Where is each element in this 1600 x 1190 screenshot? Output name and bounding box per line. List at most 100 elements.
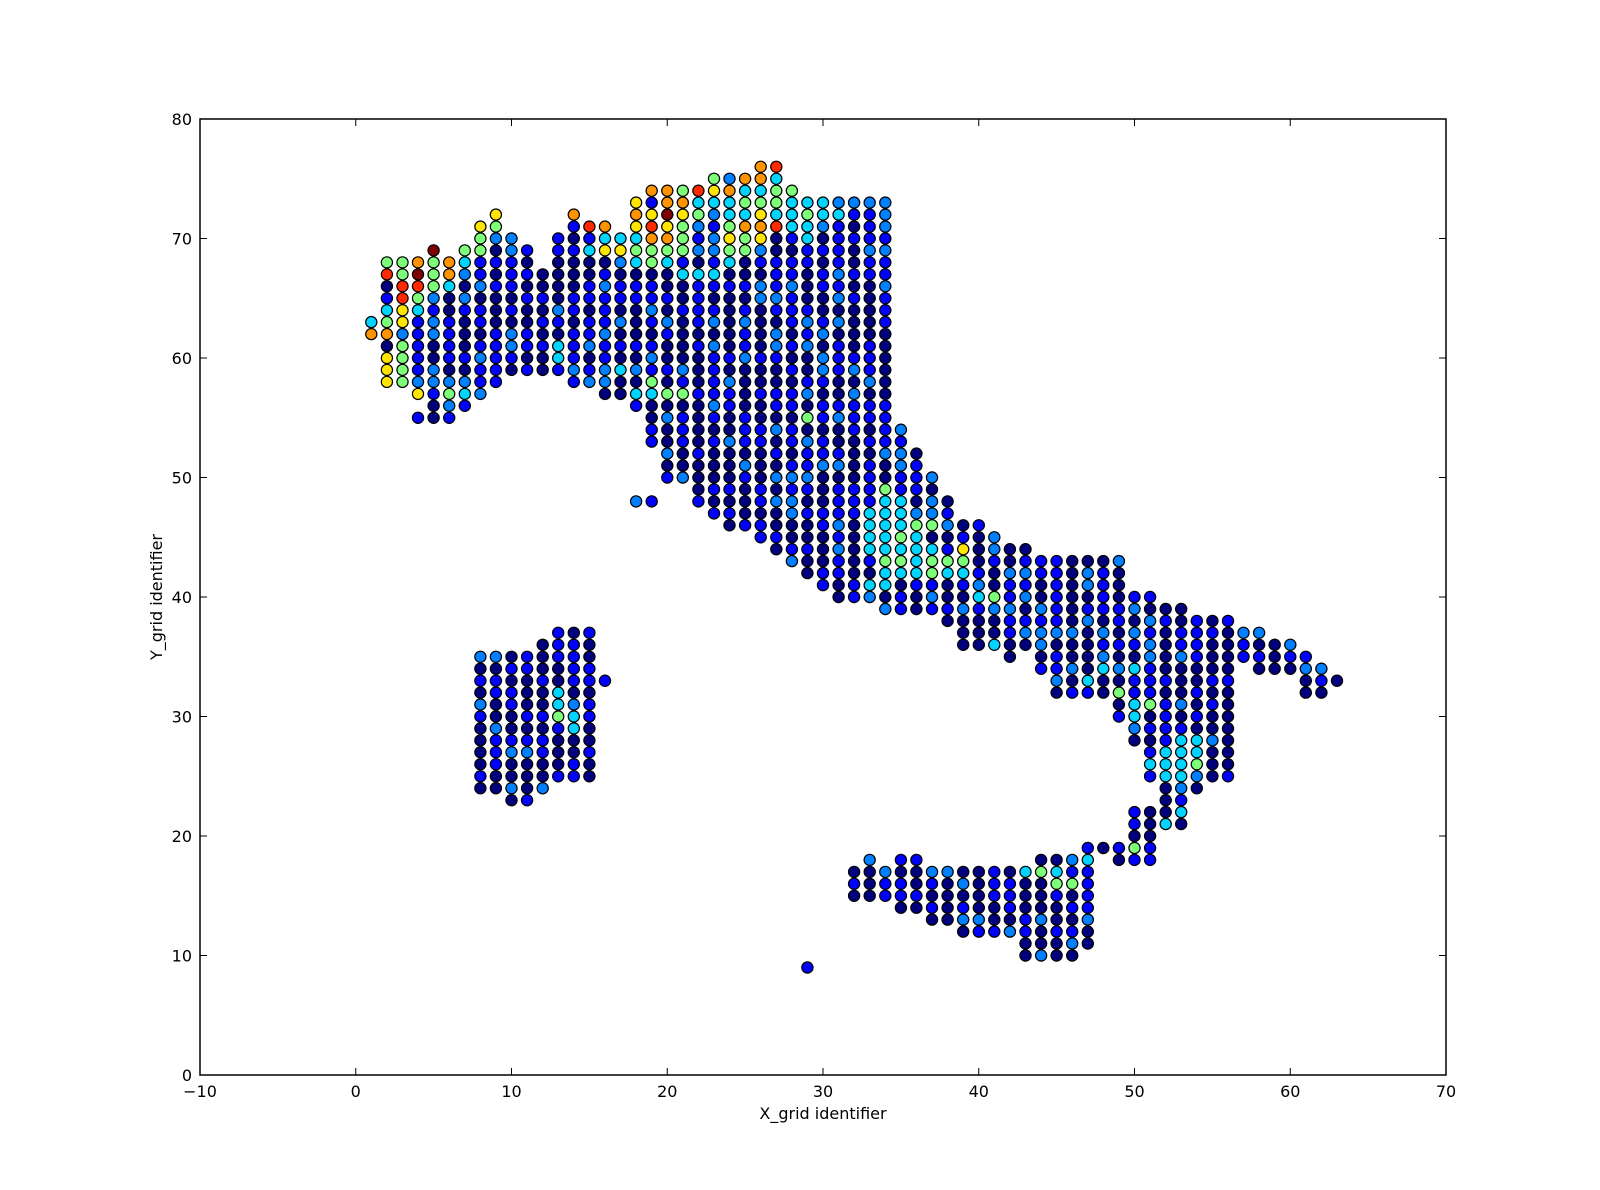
scatter-point — [1003, 602, 1017, 616]
scatter-point — [925, 543, 939, 556]
scatter-point — [365, 327, 378, 341]
scatter-point — [1174, 602, 1188, 616]
scatter-point — [661, 411, 674, 424]
scatter-point — [723, 220, 736, 233]
scatter-point — [661, 459, 674, 472]
scatter-point — [723, 196, 736, 209]
scatter-point — [1143, 590, 1157, 604]
scatter-point — [552, 339, 565, 353]
scatter-point — [847, 543, 861, 556]
scatter-point — [1206, 746, 1219, 759]
scatter-point — [443, 351, 456, 365]
scatter-point — [754, 208, 767, 221]
scatter-point — [1034, 877, 1048, 891]
scatter-point — [738, 411, 752, 424]
scatter-point — [411, 327, 425, 341]
scatter-point — [847, 531, 861, 544]
scatter-point — [474, 782, 487, 795]
scatter-point — [614, 375, 627, 389]
scatter-point — [1237, 650, 1250, 664]
scatter-point — [1128, 710, 1141, 723]
scatter-point — [645, 196, 658, 209]
scatter-point — [1081, 877, 1095, 891]
scatter-point — [847, 375, 861, 389]
scatter-point — [754, 507, 767, 520]
scatter-point — [785, 208, 799, 221]
scatter-point — [957, 554, 970, 568]
scatter-point — [645, 495, 658, 508]
scatter-point — [832, 447, 845, 460]
scatter-point — [1050, 554, 1063, 568]
scatter-point — [567, 722, 581, 735]
scatter-point — [972, 578, 986, 592]
scatter-point — [676, 435, 690, 448]
y-tick-label: 10 — [172, 947, 192, 966]
scatter-point — [847, 339, 861, 353]
scatter-point — [1003, 543, 1017, 556]
scatter-point — [1159, 817, 1172, 831]
scatter-point — [536, 770, 549, 783]
scatter-point — [1050, 913, 1063, 926]
scatter-point — [879, 339, 892, 353]
scatter-point — [520, 315, 534, 329]
scatter-point — [957, 626, 970, 640]
scatter-point — [1050, 674, 1063, 687]
scatter-point — [474, 698, 487, 711]
scatter-point — [443, 375, 456, 389]
scatter-point — [552, 698, 565, 711]
scatter-point — [1237, 638, 1250, 652]
scatter-point — [645, 256, 658, 269]
scatter-point — [692, 292, 705, 305]
scatter-point — [1221, 770, 1235, 783]
scatter-point — [879, 399, 892, 412]
scatter-point — [863, 543, 876, 556]
scatter-point — [1284, 650, 1297, 664]
scatter-point — [723, 363, 736, 377]
scatter-point — [816, 339, 830, 353]
scatter-point — [910, 483, 923, 496]
scatter-point — [1003, 578, 1017, 592]
scatter-point — [520, 363, 534, 377]
scatter-point — [925, 507, 939, 520]
scatter-point — [614, 280, 627, 293]
scatter-point — [552, 351, 565, 365]
scatter-point — [801, 232, 814, 245]
scatter-point — [879, 315, 892, 329]
scatter-point — [1065, 638, 1079, 652]
scatter-point — [847, 865, 861, 879]
scatter-point — [754, 351, 767, 365]
scatter-point — [1034, 626, 1048, 640]
scatter-point — [816, 459, 830, 472]
scatter-point — [489, 208, 503, 221]
scatter-point — [847, 315, 861, 329]
scatter-point — [520, 280, 534, 293]
scatter-point — [1019, 925, 1032, 938]
scatter-point — [520, 327, 534, 341]
scatter-point — [692, 232, 705, 245]
scatter-point — [474, 375, 487, 389]
scatter-point — [692, 256, 705, 269]
scatter-point — [505, 746, 518, 759]
scatter-point — [1159, 626, 1172, 640]
scatter-point — [536, 746, 549, 759]
scatter-point — [801, 292, 814, 305]
scatter-point — [972, 865, 986, 879]
scatter-point — [832, 483, 845, 496]
scatter-point — [1143, 829, 1157, 843]
scatter-point — [645, 220, 658, 233]
scatter-point — [692, 196, 705, 209]
scatter-point — [380, 363, 394, 377]
scatter-point — [489, 375, 503, 389]
scatter-point — [988, 566, 1001, 580]
scatter-point — [629, 244, 643, 257]
scatter-point — [770, 304, 783, 317]
scatter-point — [707, 196, 721, 209]
scatter-point — [723, 411, 736, 424]
scatter-point — [707, 208, 721, 221]
scatter-point — [474, 339, 487, 353]
scatter-point — [1143, 853, 1157, 867]
scatter-point — [1112, 841, 1126, 855]
scatter-point — [770, 339, 783, 353]
scatter-point — [380, 327, 394, 341]
scatter-point — [567, 292, 581, 305]
